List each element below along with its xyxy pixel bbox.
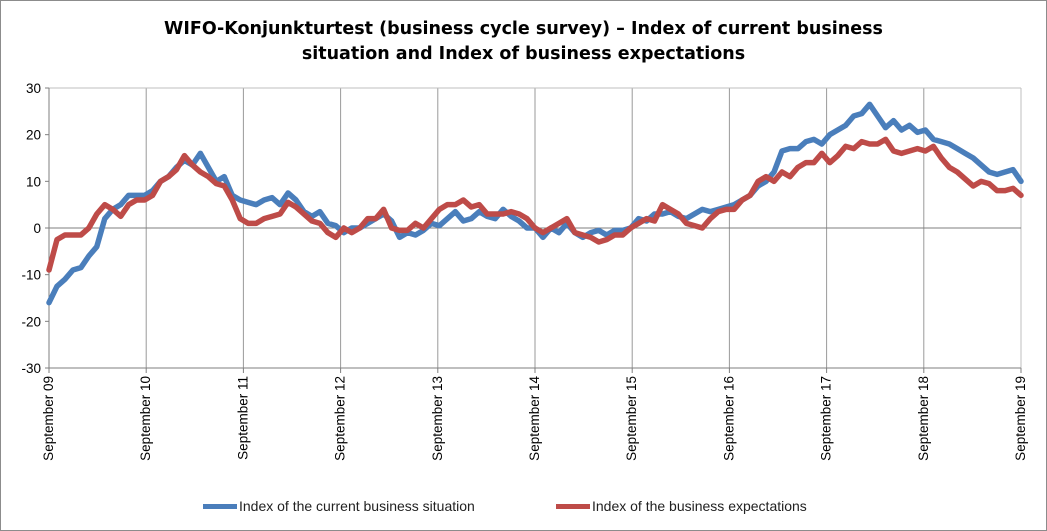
chart-title: WIFO-Konjunkturtest (business cycle surv… bbox=[1, 17, 1046, 67]
legend-item-business-expectations: Index of the business expectations bbox=[556, 495, 807, 517]
legend-item-current-situation: Index of the current business situation bbox=[203, 495, 475, 517]
chart-title-line-2: situation and Index of business expectat… bbox=[301, 44, 746, 64]
y-tick-label: 10 bbox=[26, 174, 41, 189]
x-tick-label: September 15 bbox=[624, 376, 639, 461]
chart-title-line-1: WIFO-Konjunkturtest (business cycle surv… bbox=[164, 19, 883, 39]
y-tick-label: -30 bbox=[21, 361, 41, 376]
x-tick-label: September 13 bbox=[430, 376, 445, 461]
x-tick-label: September 17 bbox=[819, 376, 834, 461]
y-tick-label: 20 bbox=[26, 128, 41, 143]
legend: Index of the current business situation … bbox=[1, 495, 1046, 517]
y-tick-label: 0 bbox=[33, 221, 41, 236]
x-tick-label: September 11 bbox=[235, 376, 250, 460]
y-tick-label: 30 bbox=[26, 81, 41, 96]
x-tick-label: September 14 bbox=[527, 376, 542, 461]
y-tick-labels: -30 -20 -10 0 10 20 30 bbox=[21, 81, 41, 376]
axes bbox=[45, 87, 1022, 373]
x-tick-label: September 12 bbox=[333, 376, 348, 461]
x-tick-label: September 16 bbox=[721, 376, 736, 461]
legend-swatch-business-expectations bbox=[556, 503, 590, 509]
series-lines bbox=[46, 101, 1024, 306]
legend-label-current-situation: Index of the current business situation bbox=[239, 498, 475, 514]
x-tick-labels: September 09 September 10 September 11 Sept… bbox=[41, 376, 1028, 461]
x-tick-label: September 10 bbox=[138, 376, 153, 461]
x-tick-label: September 19 bbox=[1013, 376, 1028, 461]
legend-label-business-expectations: Index of the business expectations bbox=[592, 498, 807, 514]
series-line-business-expectations bbox=[46, 136, 1024, 273]
x-tick-label: September 09 bbox=[41, 376, 56, 461]
x-tick-label: September 18 bbox=[916, 376, 931, 461]
legend-swatch-current-situation bbox=[203, 503, 237, 509]
y-tick-label: -20 bbox=[21, 314, 41, 329]
y-tick-label: -10 bbox=[21, 268, 41, 283]
